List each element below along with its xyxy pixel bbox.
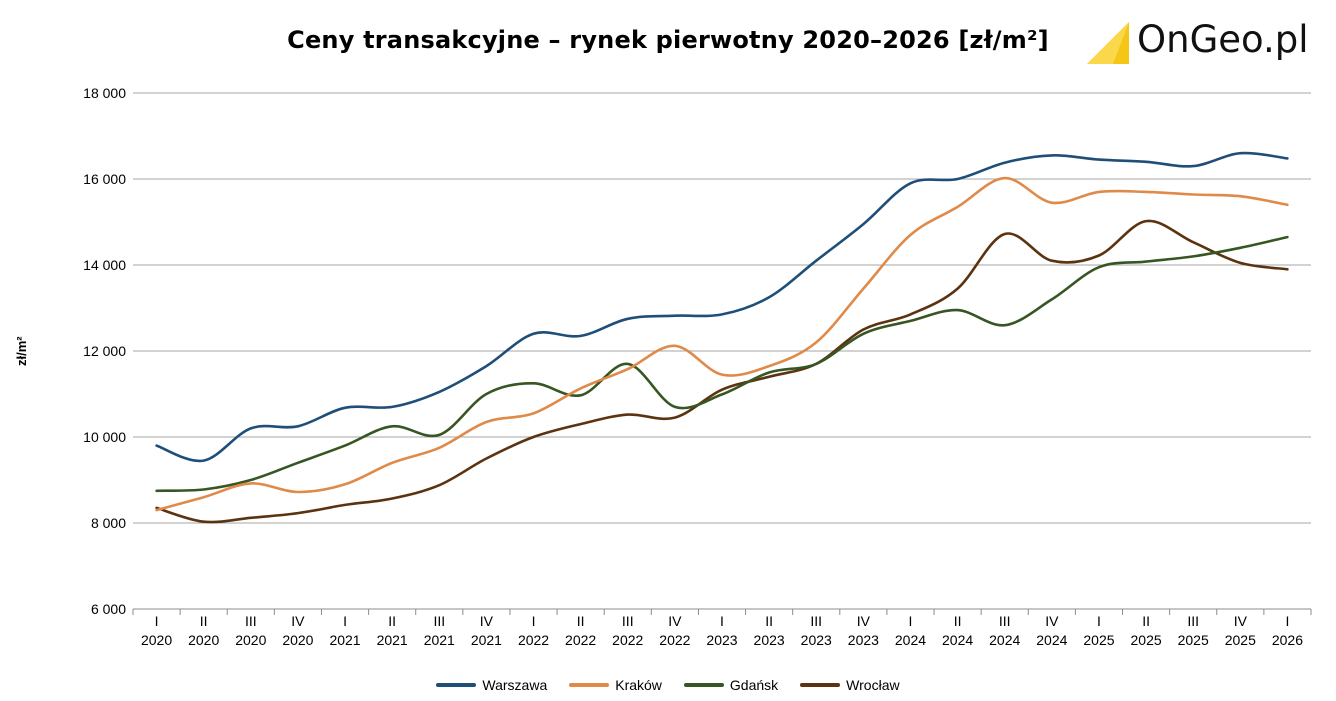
y-tick-label: 10 000 (83, 429, 126, 445)
x-tick-quarter: II (200, 613, 208, 629)
x-tick-year: 2024 (989, 632, 1020, 648)
x-tick-quarter: I (1285, 613, 1289, 629)
logo-text: OnGeo.pl (1137, 18, 1309, 61)
legend-item-wrocław: Wrocław (800, 677, 900, 693)
x-tick-quarter: I (532, 613, 536, 629)
x-tick-year: 2023 (754, 632, 785, 648)
x-tick-quarter: I (155, 613, 159, 629)
x-tick-quarter: IV (668, 613, 682, 629)
x-tick-quarter: III (622, 613, 634, 629)
x-tick-year: 2020 (141, 632, 172, 648)
y-tick-label: 6 000 (91, 601, 126, 617)
x-tick-quarter: II (1142, 613, 1150, 629)
x-tick-quarter: II (954, 613, 962, 629)
legend-swatch (569, 683, 610, 687)
x-tick-year: 2025 (1131, 632, 1162, 648)
x-tick-quarter: IV (1045, 613, 1059, 629)
legend-swatch (436, 683, 477, 687)
legend-item-warszawa: Warszawa (436, 677, 547, 693)
x-tick-year: 2023 (848, 632, 879, 648)
x-tick-quarter: III (245, 613, 257, 629)
series-line-warszawa (155, 151, 1289, 463)
x-tick-quarter: I (1097, 613, 1101, 629)
x-tick-year: 2022 (565, 632, 596, 648)
line-chart: 6 000 8 000 10 000 12 000 14 000 16 000 18 000… (83, 85, 1312, 648)
y-tick-label: 18 000 (83, 85, 126, 101)
y-tick-label: 14 000 (83, 257, 126, 273)
grid-lines (133, 92, 1311, 610)
x-tick-quarter: III (433, 613, 445, 629)
x-tick-year: 2020 (188, 632, 219, 648)
y-tick-label: 16 000 (83, 171, 126, 187)
chart-title: Ceny transakcyjne – rynek pierwotny 2020… (287, 26, 1049, 54)
x-tick-year: 2025 (1178, 632, 1209, 648)
x-tick-year: 2023 (706, 632, 737, 648)
x-tick-quarter: II (577, 613, 585, 629)
logo-triangle-icon (1087, 22, 1129, 64)
x-tick-quarter: III (999, 613, 1011, 629)
x-tick-quarter: II (765, 613, 773, 629)
series-lines (155, 151, 1289, 524)
x-tick-year: 2025 (1225, 632, 1256, 648)
x-tick-year: 2020 (282, 632, 313, 648)
x-tick-quarter: IV (1234, 613, 1248, 629)
legend-label: Wrocław (846, 677, 900, 693)
x-tick-quarter: IV (480, 613, 494, 629)
x-tick-quarter: I (720, 613, 724, 629)
x-tick-year: 2021 (424, 632, 455, 648)
x-tick-quarter: I (343, 613, 347, 629)
legend-label: Gdańsk (729, 677, 779, 693)
series-line-wrocław (155, 219, 1289, 524)
legend-item-kraków: Kraków (569, 677, 662, 693)
x-tick-labels: I2020II2020III2020IV2020I2021II2021III20… (132, 609, 1312, 648)
legend-item-gdańsk: Gdańsk (683, 677, 779, 693)
x-tick-quarter: I (909, 613, 913, 629)
x-tick-quarter: IV (291, 613, 305, 629)
x-tick-year: 2024 (895, 632, 926, 648)
x-tick-quarter: IV (857, 613, 871, 629)
x-tick-year: 2022 (612, 632, 643, 648)
y-tick-label: 12 000 (83, 343, 126, 359)
x-tick-year: 2022 (518, 632, 549, 648)
x-tick-year: 2022 (659, 632, 690, 648)
series-line-kraków (155, 176, 1289, 512)
legend-label: Kraków (615, 677, 662, 693)
x-tick-quarter: III (810, 613, 822, 629)
x-tick-year: 2025 (1083, 632, 1114, 648)
legend-swatch (683, 683, 724, 687)
y-tick-label: 8 000 (91, 515, 126, 531)
x-tick-year: 2026 (1272, 632, 1303, 648)
series-line-gdańsk (155, 235, 1289, 493)
x-tick-year: 2024 (1036, 632, 1067, 648)
x-tick-year: 2020 (235, 632, 266, 648)
x-tick-year: 2021 (329, 632, 360, 648)
x-tick-quarter: II (388, 613, 396, 629)
x-tick-year: 2021 (471, 632, 502, 648)
x-tick-year: 2024 (942, 632, 973, 648)
legend-swatch (800, 683, 841, 687)
y-tick-labels: 6 000 8 000 10 000 12 000 14 000 16 000 18 000 (83, 85, 126, 617)
x-tick-year: 2023 (801, 632, 832, 648)
legend-label: Warszawa (482, 677, 548, 693)
x-tick-year: 2021 (377, 632, 408, 648)
x-tick-quarter: III (1187, 613, 1199, 629)
legend: Warszawa Kraków Gdańsk Wrocław (0, 677, 1336, 693)
